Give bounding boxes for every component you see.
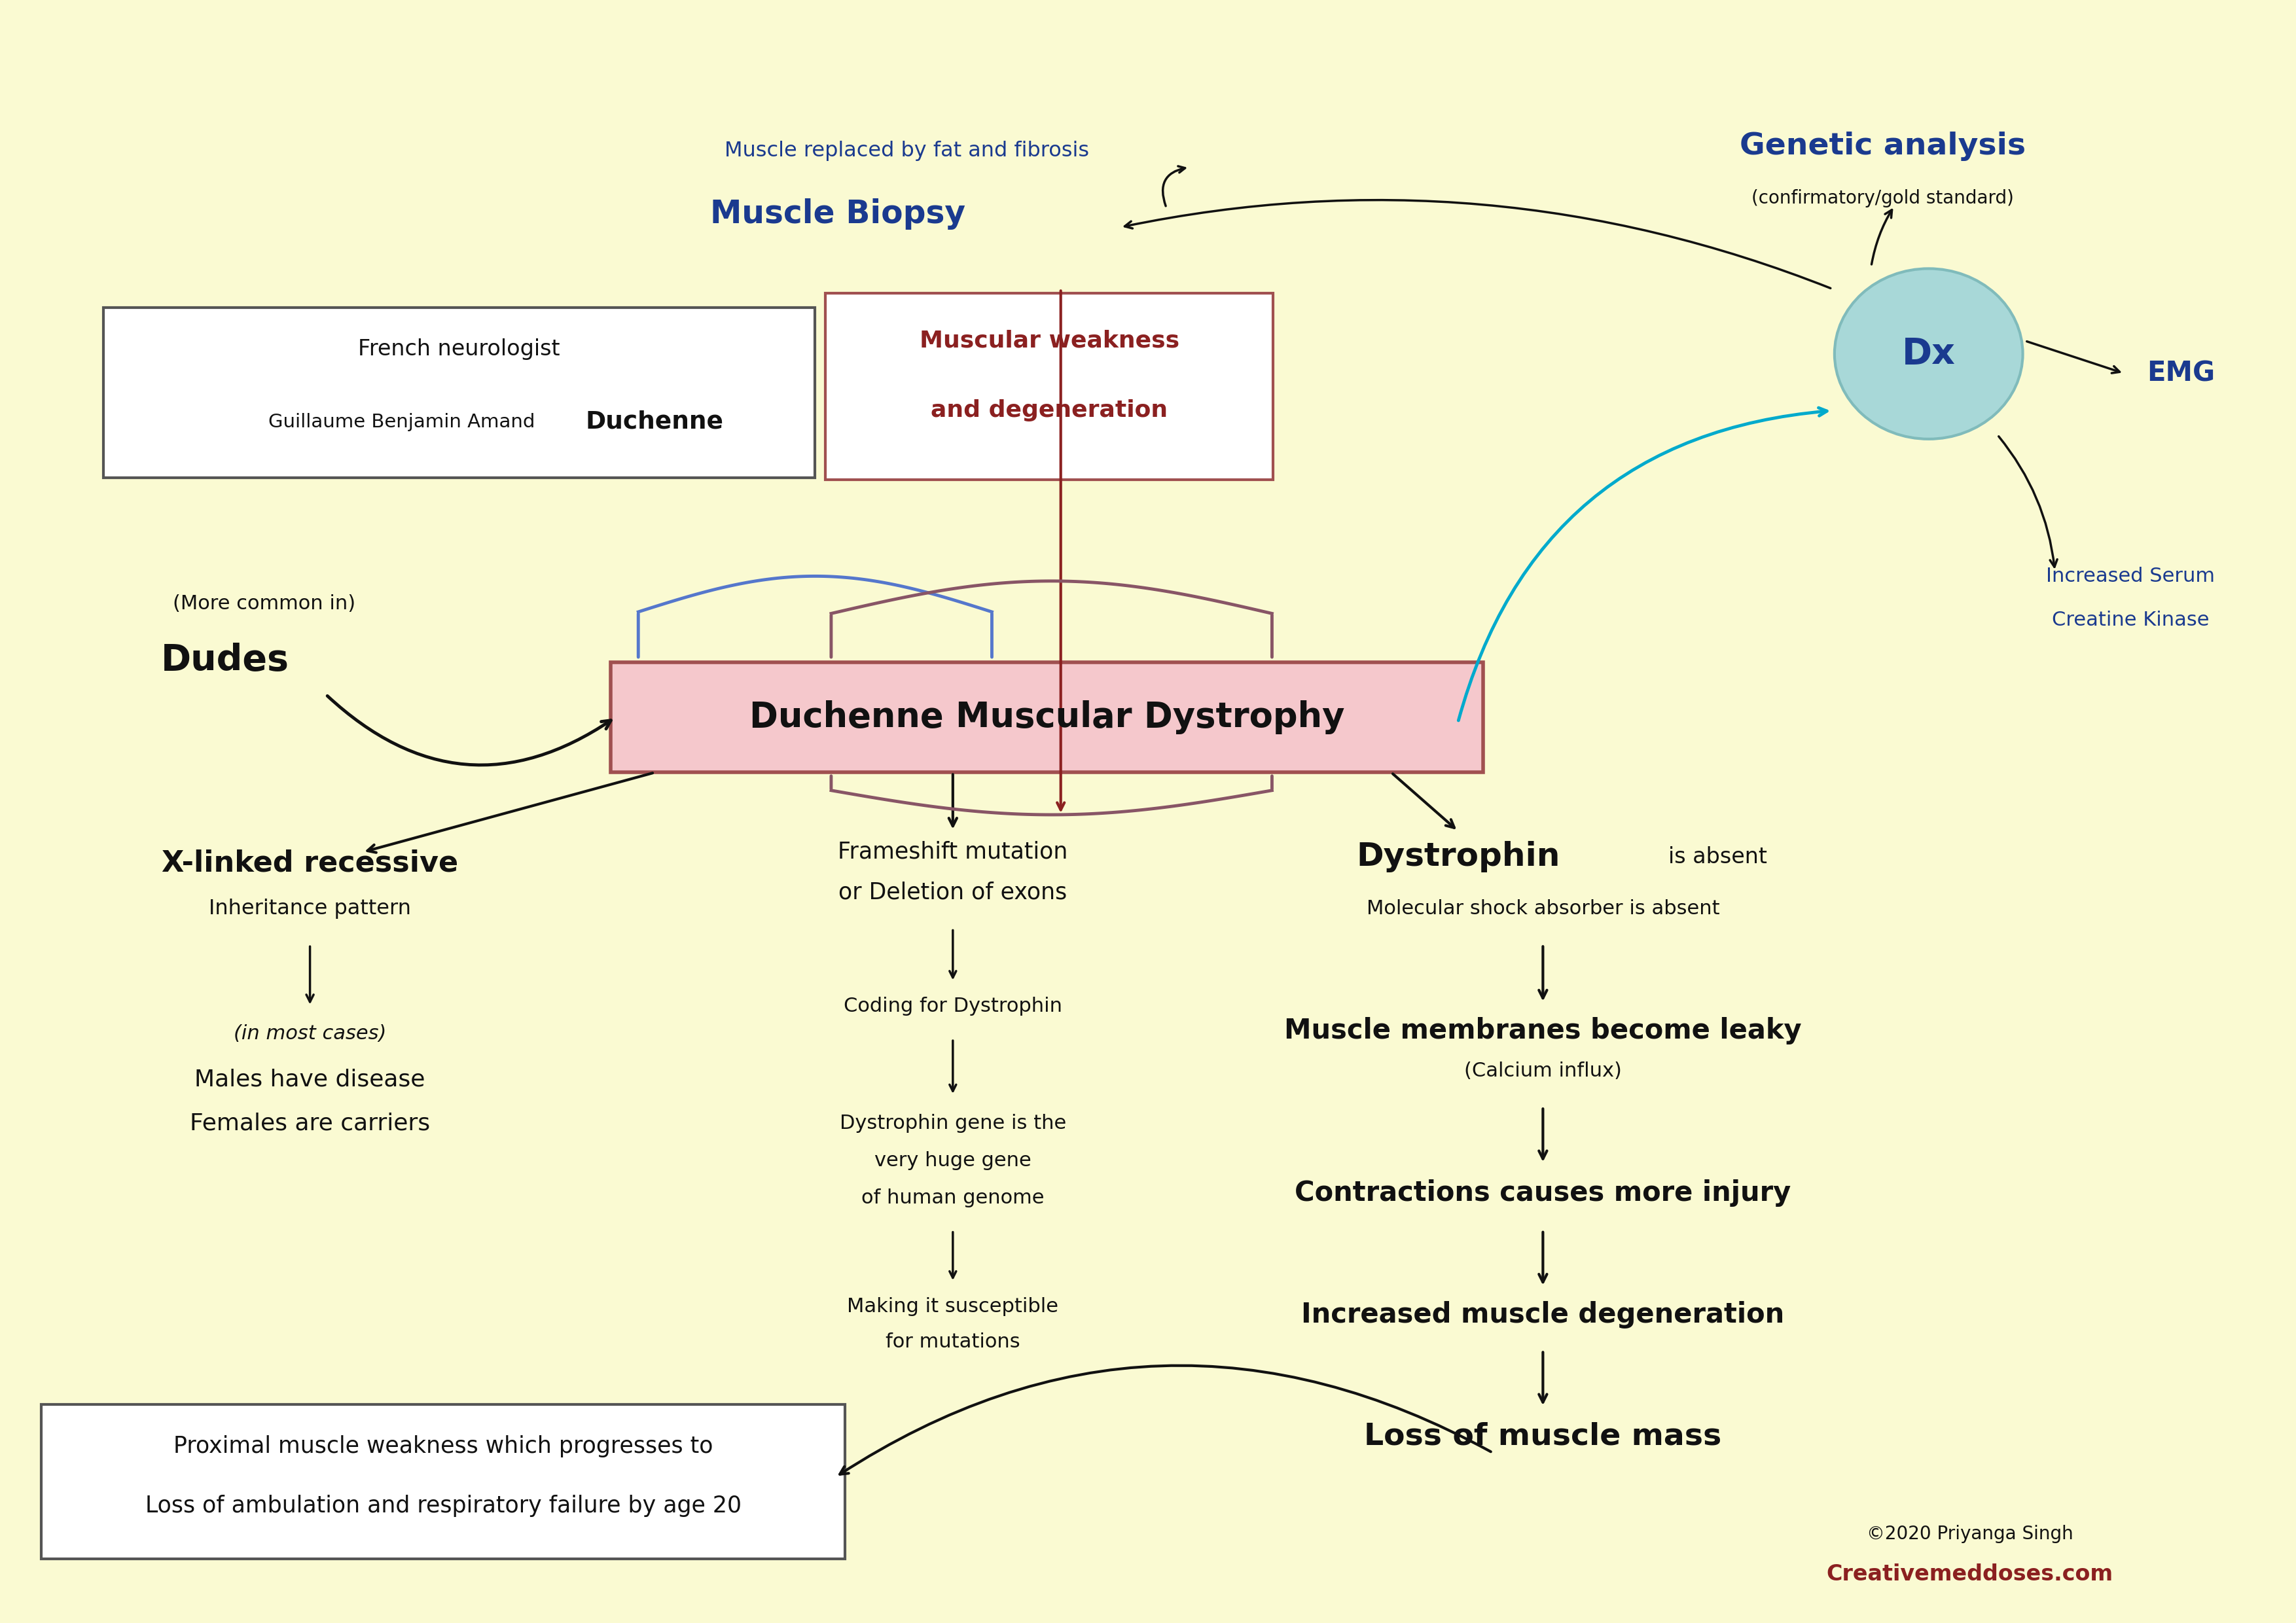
Text: Dystrophin: Dystrophin	[1357, 841, 1559, 873]
Bar	[611, 662, 1483, 773]
Text: Dudes: Dudes	[161, 643, 289, 678]
Text: French neurologist: French neurologist	[358, 338, 560, 360]
Text: Increased muscle degeneration: Increased muscle degeneration	[1302, 1302, 1784, 1328]
Text: or Deletion of exons: or Deletion of exons	[838, 881, 1068, 904]
Text: (More common in): (More common in)	[172, 594, 356, 613]
Bar	[827, 292, 1272, 480]
Text: X-linked recessive: X-linked recessive	[161, 849, 459, 878]
Text: ©2020 Priyanga Singh: ©2020 Priyanga Singh	[1867, 1524, 2073, 1543]
Text: Inheritance pattern: Inheritance pattern	[209, 899, 411, 919]
Bar	[41, 1404, 845, 1558]
Text: Creativemeddoses.com: Creativemeddoses.com	[1828, 1563, 2112, 1586]
Text: Muscular weakness: Muscular weakness	[918, 329, 1180, 352]
Text: Coding for Dystrophin: Coding for Dystrophin	[843, 997, 1063, 1016]
Text: (Calcium influx): (Calcium influx)	[1465, 1061, 1621, 1081]
Text: (in most cases): (in most cases)	[234, 1024, 386, 1044]
Text: (confirmatory/gold standard): (confirmatory/gold standard)	[1752, 188, 2014, 208]
Text: Molecular shock absorber is absent: Molecular shock absorber is absent	[1366, 899, 1720, 919]
Text: EMG: EMG	[2147, 360, 2216, 386]
Text: Increased Serum: Increased Serum	[2046, 566, 2216, 586]
Text: Frameshift mutation: Frameshift mutation	[838, 841, 1068, 863]
Text: Contractions causes more injury: Contractions causes more injury	[1295, 1180, 1791, 1206]
Text: Duchenne Muscular Dystrophy: Duchenne Muscular Dystrophy	[748, 701, 1345, 734]
Text: Dx: Dx	[1901, 336, 1956, 372]
Text: Duchenne: Duchenne	[585, 411, 723, 433]
Text: Muscle replaced by fat and fibrosis: Muscle replaced by fat and fibrosis	[726, 141, 1088, 161]
Text: Males have disease: Males have disease	[195, 1068, 425, 1091]
Text: Females are carriers: Females are carriers	[191, 1112, 429, 1134]
Text: Muscle membranes become leaky: Muscle membranes become leaky	[1283, 1018, 1802, 1044]
Text: Loss of muscle mass: Loss of muscle mass	[1364, 1422, 1722, 1451]
Text: Creatine Kinase: Creatine Kinase	[2053, 610, 2209, 630]
Text: of human genome: of human genome	[861, 1188, 1045, 1208]
Text: Dystrophin gene is the: Dystrophin gene is the	[840, 1113, 1065, 1133]
Text: very huge gene: very huge gene	[875, 1151, 1031, 1170]
Text: Genetic analysis: Genetic analysis	[1740, 131, 2025, 161]
Text: Muscle Biopsy: Muscle Biopsy	[709, 198, 967, 230]
Ellipse shape	[1835, 268, 2023, 438]
Bar	[103, 308, 815, 477]
Text: and degeneration: and degeneration	[930, 399, 1169, 422]
Text: is absent: is absent	[1667, 846, 1768, 868]
Text: for mutations: for mutations	[886, 1332, 1019, 1352]
Text: Guillaume Benjamin Amand: Guillaume Benjamin Amand	[269, 412, 535, 432]
Text: Loss of ambulation and respiratory failure by age 20: Loss of ambulation and respiratory failu…	[145, 1495, 742, 1518]
Text: Making it susceptible: Making it susceptible	[847, 1297, 1058, 1316]
Text: Proximal muscle weakness which progresses to: Proximal muscle weakness which progresse…	[172, 1435, 714, 1457]
